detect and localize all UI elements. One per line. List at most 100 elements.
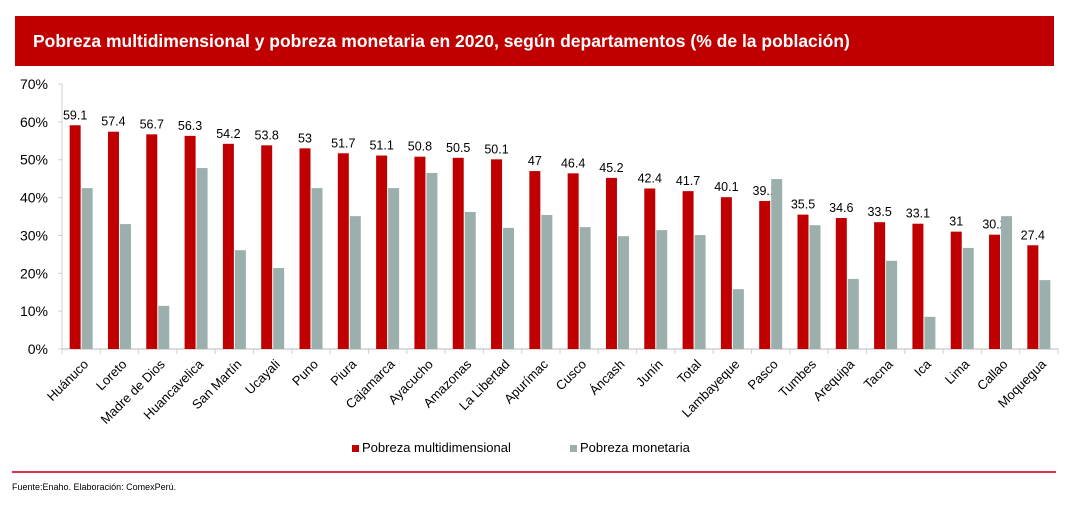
bar-multidimensional — [605, 177, 617, 349]
data-label: 35.5 — [791, 198, 815, 212]
data-label: 51.1 — [369, 139, 393, 153]
bar-monetaria — [1039, 280, 1051, 349]
data-label: 31 — [949, 215, 963, 229]
y-tick-label: 70% — [20, 76, 48, 92]
bar-multidimensional — [337, 153, 349, 349]
y-tick-label: 40% — [20, 190, 48, 206]
legend-label-monetaria: Pobreza monetaria — [580, 440, 690, 455]
legend-label-multidimensional: Pobreza multidimensional — [362, 440, 511, 455]
bar-multidimensional — [491, 159, 503, 349]
bar-monetaria — [694, 235, 706, 349]
bar-monetaria — [732, 289, 744, 349]
bar-multidimensional — [644, 188, 656, 349]
data-label: 50.8 — [408, 140, 432, 154]
data-label: 50.5 — [446, 141, 470, 155]
bar-multidimensional — [261, 145, 273, 349]
x-tick-label: Ica — [911, 356, 934, 379]
bar-multidimensional — [222, 143, 234, 349]
bar-multidimensional — [69, 125, 81, 349]
bar-monetaria — [847, 278, 859, 349]
bar-multidimensional — [989, 234, 1001, 349]
x-tick-label: Loreto — [93, 357, 130, 394]
title-bar: Pobreza multidimensional y pobreza monet… — [15, 16, 1054, 66]
data-label: 56.7 — [140, 117, 164, 131]
bar-monetaria — [426, 172, 438, 349]
bar-multidimensional — [107, 131, 119, 349]
bar-monetaria — [579, 227, 591, 349]
bar-multidimensional — [797, 214, 809, 349]
bar-monetaria — [617, 236, 629, 349]
bar-multidimensional — [682, 191, 694, 349]
bar-monetaria — [273, 267, 285, 349]
data-label: 46.4 — [561, 156, 585, 170]
x-tick-label: Junín — [633, 357, 666, 390]
bar-monetaria — [1001, 216, 1013, 349]
bar-multidimensional — [912, 223, 924, 349]
data-label: 54.2 — [216, 127, 240, 141]
bar-multidimensional — [529, 171, 541, 349]
bar-monetaria — [119, 224, 131, 349]
bar-multidimensional — [567, 173, 579, 349]
data-label: 45.2 — [599, 161, 623, 175]
bar-multidimensional — [950, 231, 962, 349]
bar-monetaria — [234, 250, 246, 349]
data-label: 56.3 — [178, 119, 202, 133]
bar-monetaria — [158, 305, 170, 349]
bar-multidimensional — [376, 155, 388, 349]
bar-monetaria — [503, 227, 515, 349]
data-label: 41.7 — [676, 174, 700, 188]
bar-monetaria — [886, 260, 898, 349]
data-label: 57.4 — [101, 115, 125, 129]
bar-multidimensional — [299, 148, 311, 349]
bar-multidimensional — [146, 134, 158, 349]
y-tick-label: 10% — [20, 303, 48, 319]
y-tick-label: 0% — [28, 341, 48, 357]
legend-item-multidimensional: Pobreza multidimensional — [352, 440, 511, 455]
x-tick-label: Total — [674, 356, 704, 386]
bar-monetaria — [924, 316, 936, 349]
x-tick-label: Puno — [289, 357, 321, 389]
bar-monetaria — [809, 225, 821, 349]
x-tick-label: Tacna — [861, 356, 897, 392]
bar-monetaria — [311, 188, 323, 349]
bar-multidimensional — [414, 156, 426, 349]
x-tick-label: Arequipa — [810, 356, 858, 404]
x-tick-label: Callao — [974, 357, 1011, 394]
bar-multidimensional — [720, 197, 732, 349]
y-tick-label: 30% — [20, 227, 48, 243]
data-label: 42.4 — [638, 171, 662, 185]
x-tick-label: Huánuco — [44, 357, 91, 404]
y-tick-label: 20% — [20, 265, 48, 281]
x-tick-label: Pasco — [745, 357, 781, 393]
legend-item-monetaria: Pobreza monetaria — [570, 440, 690, 455]
bar-monetaria — [196, 168, 208, 349]
data-label: 27.4 — [1021, 228, 1045, 242]
data-label: 51.7 — [331, 136, 355, 150]
data-label: 40.1 — [714, 180, 738, 194]
bar-monetaria — [349, 216, 361, 349]
bar-multidimensional — [184, 135, 196, 349]
x-tick-label: Piura — [327, 356, 360, 389]
data-label: 50.1 — [484, 142, 508, 156]
bar-multidimensional — [874, 222, 886, 349]
data-label: 39.1 — [753, 184, 777, 198]
data-label: 59.1 — [63, 108, 87, 122]
footer-divider — [12, 471, 1056, 473]
bar-monetaria — [541, 214, 553, 349]
bar-multidimensional — [1027, 245, 1039, 349]
data-label: 34.6 — [829, 201, 853, 215]
bar-monetaria — [464, 211, 476, 349]
bar-multidimensional — [759, 200, 771, 349]
data-label: 33.5 — [867, 205, 891, 219]
chart-title: Pobreza multidimensional y pobreza monet… — [33, 31, 850, 51]
legend-swatch-monetaria — [570, 445, 577, 453]
data-label: 53.8 — [255, 128, 279, 142]
bar-multidimensional — [835, 218, 847, 349]
legend-swatch-multidimensional — [352, 445, 359, 453]
data-label: 53 — [298, 131, 312, 145]
source-note: Fuente:Enaho. Elaboración: ComexPerú. — [12, 482, 177, 492]
x-tick-label: Ucayali — [242, 356, 283, 397]
y-tick-label: 50% — [20, 152, 48, 168]
bar-chart: 0% 10% 20% 30% 40% 50% 60% 70% 59.1 Huánuco 57.4 Lo… — [20, 76, 1059, 427]
y-tick-label: 60% — [20, 114, 48, 130]
